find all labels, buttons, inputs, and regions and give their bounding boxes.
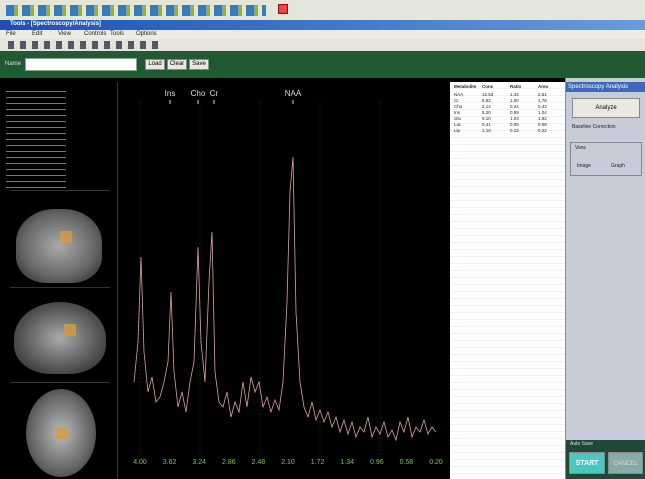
table-cell: NAA <box>454 92 463 97</box>
axis-tick-label: 0.96 <box>370 459 384 466</box>
top-toolbar <box>0 0 645 20</box>
peak-label: Cho <box>191 89 206 98</box>
table-cell: Glu <box>454 116 461 121</box>
table-header: Conc <box>482 84 493 89</box>
table-cell: 0.59 <box>510 110 519 115</box>
radio-graph[interactable]: Graph <box>611 163 625 169</box>
close-icon <box>278 4 288 14</box>
peak-label: NAA <box>285 89 302 98</box>
table-cell: 1.76 <box>538 98 547 103</box>
table-cell: 9.10 <box>482 116 491 121</box>
table-cell: Cr <box>454 98 459 103</box>
table-cell: 8.82 <box>482 98 491 103</box>
patient-info <box>6 88 66 188</box>
group-label: View <box>575 145 586 151</box>
right-panel: Spectroscopy Analysis Analyze Baseline C… <box>565 78 645 479</box>
spectrum-view: Ins Cho Cr NAA 4.00 3.62 3.24 2.86 2.48 2.10 1.72 1… <box>120 82 450 479</box>
axis-tick-label: 3.24 <box>192 459 206 466</box>
brain-image-axial <box>10 382 110 479</box>
table-cell: 0.05 <box>510 122 519 127</box>
axis-tick-label: 0.20 <box>429 459 443 466</box>
axis-tick-label: 2.48 <box>252 459 266 466</box>
table-cell: 0.43 <box>538 104 547 109</box>
table-cell: 1.10 <box>482 128 491 133</box>
search-button[interactable]: Save <box>189 59 209 70</box>
radio-image[interactable]: Image <box>577 163 591 169</box>
menu-item[interactable]: Tools <box>110 31 124 37</box>
screen: Tools - [Spectroscopy/Analysis] File Edit… <box>0 0 645 479</box>
panel-title: Spectroscopy Analysis <box>566 82 645 92</box>
axis-tick-label: 2.86 <box>222 459 236 466</box>
table-cell: 1.04 <box>538 110 547 115</box>
start-button[interactable]: START <box>569 452 605 474</box>
title-bar: Tools - [Spectroscopy/Analysis] <box>0 20 645 30</box>
table-cell: Cho <box>454 104 462 109</box>
search-button[interactable]: Load <box>145 59 165 70</box>
table-header: Area <box>538 84 548 89</box>
action-area: Auto Save START CANCEL <box>566 440 645 479</box>
menu-bar: File Edit View Controls Tools Options <box>0 30 645 39</box>
auto-save-checkbox[interactable]: Auto Save <box>570 441 593 447</box>
menu-item[interactable]: Edit <box>32 31 42 37</box>
table-cell: 5.20 <box>482 110 491 115</box>
table-cell: 0.22 <box>538 128 547 133</box>
toolbar-icons <box>8 41 158 49</box>
table-cell: 1.42 <box>510 92 519 97</box>
table-header: Metabolite <box>454 84 476 89</box>
brain-image-coronal <box>10 190 110 285</box>
peak-label: Cr <box>210 89 219 98</box>
menu-item[interactable]: Options <box>136 31 157 37</box>
table-header: Ratio <box>510 84 521 89</box>
window-title: Tools - [Spectroscopy/Analysis] <box>10 21 101 27</box>
table-cell: 0.12 <box>510 128 519 133</box>
search-label: Name <box>5 61 21 67</box>
table-cell: 0.08 <box>538 122 547 127</box>
baseline-option[interactable]: Baseline Correction <box>572 124 616 130</box>
table-cell: 0.41 <box>482 122 491 127</box>
menu-item[interactable]: Controls <box>84 31 106 37</box>
menu-item[interactable]: File <box>6 31 16 37</box>
search-input[interactable] <box>25 58 137 71</box>
table-cell: 0.24 <box>510 104 519 109</box>
table-cell: Lac <box>454 122 461 127</box>
axis-tick-label: 2.10 <box>281 459 295 466</box>
menu-item[interactable]: View <box>58 31 71 37</box>
results-table: Metabolite Conc Ratio Area NAA 12.53 1.42 2.51 C… <box>450 82 565 479</box>
left-panel <box>0 82 118 479</box>
axis-tick-label: 1.72 <box>311 459 325 466</box>
table-cell: 1.82 <box>538 116 547 121</box>
axis-tick-label: 1.34 <box>340 459 354 466</box>
cancel-button[interactable]: CANCEL <box>608 452 643 474</box>
table-cell: 2.51 <box>538 92 547 97</box>
view-group: View Image Graph <box>570 142 642 176</box>
table-cell: 2.14 <box>482 104 491 109</box>
toolbar-icons <box>6 5 266 16</box>
table-cell: 12.53 <box>482 92 493 97</box>
table-cell: Ins <box>454 110 460 115</box>
table-cell: Lip <box>454 128 460 133</box>
brain-image-sagittal <box>10 287 110 379</box>
axis-tick-label: 4.00 <box>133 459 147 466</box>
spectrum-trace <box>134 157 436 440</box>
search-button[interactable]: Clear <box>167 59 187 70</box>
table-cell: 1.03 <box>510 116 519 121</box>
secondary-toolbar <box>0 39 645 51</box>
peak-label: Ins <box>165 89 176 98</box>
analyze-button[interactable]: Analyze <box>572 98 640 118</box>
table-cell: 1.00 <box>510 98 519 103</box>
axis-tick-label: 3.62 <box>163 459 177 466</box>
axis-tick-label: 0.58 <box>400 459 414 466</box>
